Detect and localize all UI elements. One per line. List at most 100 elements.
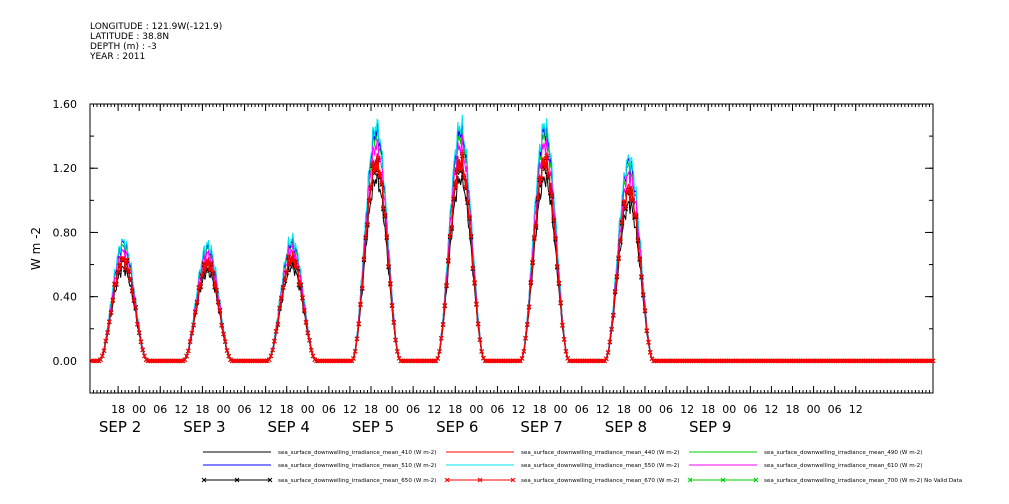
data-point-marker [530,259,535,265]
data-point-marker [347,358,353,364]
x-tick-label: 18 [195,403,209,416]
legend-marker [234,477,240,483]
data-point-marker [774,358,780,364]
data-point-marker [737,358,743,364]
data-point-marker [812,358,818,364]
data-point-marker [398,358,404,364]
data-point-marker [221,331,226,337]
x-tick-label: 06 [238,403,252,416]
data-point-marker [849,358,855,364]
data-point-marker [92,358,98,364]
data-point-marker [249,358,254,364]
data-point-marker [877,358,883,364]
data-point-marker [277,305,283,311]
data-point-marker [300,295,305,300]
data-point-marker [372,169,377,174]
data-point-marker [556,280,562,286]
x-tick-label: 12 [680,403,694,416]
data-point-marker [505,358,511,364]
data-point-marker [739,358,744,364]
data-point-marker [279,295,284,301]
data-point-marker [298,282,304,287]
data-point-marker [194,299,200,305]
data-point-marker [178,358,184,364]
data-point-marker [387,280,393,286]
data-point-marker [482,358,488,364]
x-tick-label: 00 [301,403,315,416]
data-point-marker [380,205,386,210]
data-point-marker [681,358,686,364]
data-point-marker [834,358,839,364]
x-day-label: SEP 6 [436,418,478,436]
data-point-marker [588,358,593,364]
data-point-marker [551,216,557,222]
y-tick-label: 0.40 [53,291,78,304]
data-point-marker [870,358,876,364]
data-point-marker [753,358,758,364]
data-point-marker [853,358,859,364]
x-tick-label: 12 [427,403,441,416]
x-day-label: SEP 2 [99,418,141,436]
data-point-marker [628,188,634,193]
data-point-marker [758,358,764,364]
data-point-marker [911,358,917,364]
data-point-marker [210,270,216,275]
header-longitude: LONGITUDE : 121.9W(-121.9) [90,22,223,32]
data-point-marker [421,358,427,364]
data-point-marker [112,281,117,287]
data-point-marker [468,233,474,239]
x-tick-label: 18 [448,403,462,416]
data-point-marker [359,285,365,291]
legend-marker [477,477,483,483]
series-line [91,114,933,362]
data-point-marker [328,358,333,364]
plot-area [89,114,936,364]
data-point-marker [91,358,96,364]
data-point-marker [105,329,110,335]
data-point-marker [839,358,845,364]
data-point-marker [795,358,801,364]
data-point-marker [872,358,878,364]
data-point-marker [614,273,620,279]
data-point-marker [533,223,539,229]
data-point-marker [507,358,513,364]
legend-marker [444,477,450,483]
legend-label: sea_surface_downwelling_irradiance_mean_… [764,478,962,484]
data-point-marker [707,358,713,364]
data-point-marker [208,261,214,266]
data-point-marker [122,266,128,272]
data-point-marker [702,358,708,364]
data-point-marker [811,358,816,364]
data-point-marker [726,358,732,364]
data-point-marker [558,300,564,305]
data-point-marker [586,358,592,364]
data-point-marker [414,358,420,364]
data-point-marker [356,321,362,327]
data-point-marker [217,307,223,313]
data-point-marker [472,280,477,285]
data-point-marker [247,358,253,364]
data-point-marker [883,358,888,364]
data-point-marker [712,358,718,364]
data-point-marker [818,358,823,364]
data-point-marker [335,358,340,364]
data-point-marker [783,358,788,364]
data-point-marker [459,151,465,157]
data-point-marker [307,337,312,343]
legend-label: sea_surface_downwelling_irradiance_mean_… [278,478,436,484]
data-point-marker [695,358,701,364]
legend-label: sea_surface_downwelling_irradiance_mean_… [764,450,922,456]
data-point-marker [553,235,558,241]
data-point-marker [823,358,829,364]
data-point-marker [904,358,910,364]
data-point-marker [770,358,776,364]
data-point-marker [475,321,481,326]
data-point-marker [688,358,693,364]
data-point-marker [372,170,377,176]
data-point-marker [509,358,514,364]
data-point-marker [99,353,105,359]
data-point-marker [788,358,794,364]
data-point-marker [333,358,339,364]
data-point-marker [660,358,665,364]
data-point-marker [259,358,265,364]
